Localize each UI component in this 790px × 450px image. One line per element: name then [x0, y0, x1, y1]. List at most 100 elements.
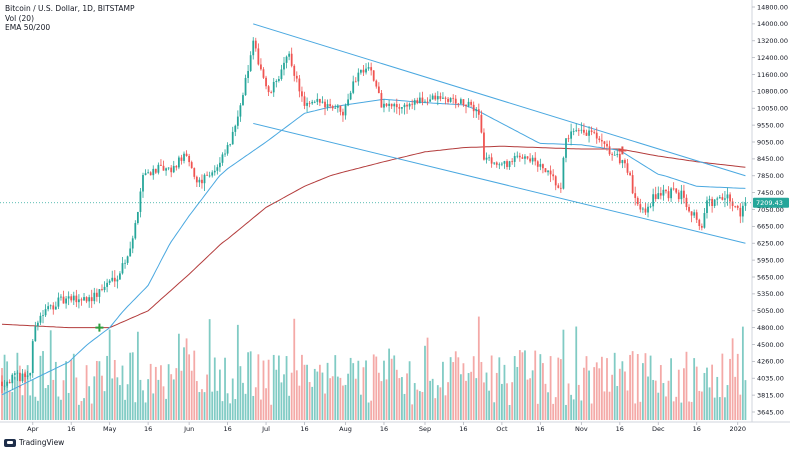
price-tick-label: 5950.00 [757, 256, 784, 264]
volume-bar [311, 386, 314, 420]
volume-bar [401, 377, 403, 420]
volume-bar [693, 358, 696, 420]
volume-bar [398, 378, 401, 420]
volume-bar [575, 326, 578, 420]
candle-body [657, 193, 660, 199]
candle-body [283, 62, 285, 70]
candle-body [44, 309, 47, 316]
time-tick-label: 16 [459, 425, 467, 433]
candle-body [262, 69, 265, 78]
volume-bar [626, 390, 629, 420]
price-tick-label: 14000.00 [757, 20, 788, 28]
last-price-label: 7209.43 [756, 199, 783, 207]
price-tick-label: 12400.00 [757, 54, 788, 62]
volume-bar [142, 390, 144, 420]
candle-body [326, 104, 329, 108]
volume-bar [265, 388, 267, 420]
candle-body [467, 101, 470, 107]
candle-body [213, 170, 216, 173]
candle-body [139, 191, 142, 212]
candle-body [472, 104, 475, 112]
candle-body [185, 153, 188, 156]
price-tick-label: 6250.00 [757, 240, 784, 248]
candle-body [231, 131, 234, 145]
volume-bar [344, 384, 347, 420]
volume-bar [277, 355, 280, 420]
candle-body [49, 305, 52, 307]
candle-body [226, 145, 229, 154]
candle-body [347, 99, 349, 106]
candle-body [698, 219, 701, 227]
volume-bar [354, 378, 357, 420]
volume-bar [336, 376, 339, 420]
candle-body [552, 174, 555, 177]
volume-bar [613, 352, 616, 420]
candle-body [403, 104, 406, 108]
volume-bar [447, 382, 449, 420]
candle-body [34, 326, 37, 342]
volume-bar [631, 351, 634, 420]
volume-bar [644, 353, 647, 420]
candle-body [93, 292, 96, 302]
volume-bar [452, 362, 455, 420]
volume-bar [565, 404, 567, 420]
volume-bar [216, 390, 219, 420]
volume-bar [606, 358, 608, 420]
volume-bar [493, 402, 496, 420]
channel-upper-line[interactable] [253, 23, 746, 177]
candle-body [131, 238, 134, 249]
candle-body [257, 48, 260, 65]
volume-bar [741, 326, 744, 420]
time-tick-label: 16 [300, 425, 308, 433]
candle-body [508, 161, 511, 167]
time-tick-label: 16 [536, 425, 544, 433]
volume-bar [641, 363, 644, 420]
volume-bar [611, 374, 614, 420]
candle-body [624, 160, 626, 164]
volume-bar [180, 370, 183, 420]
volume-bar [139, 379, 142, 420]
volume-bar [136, 331, 139, 420]
candle-body [431, 95, 434, 100]
candle-body [375, 80, 378, 87]
candle-body [193, 168, 196, 177]
candle-body [549, 170, 552, 175]
candle-body [613, 154, 616, 156]
volume-bar [467, 373, 470, 420]
candle-body [354, 81, 357, 83]
volume-bar [665, 396, 667, 420]
price-tick-label: 5350.00 [757, 290, 784, 298]
volume-bar [1, 368, 3, 420]
volume-bar [111, 378, 114, 420]
candle-body [265, 77, 267, 87]
volume-bar [288, 395, 291, 420]
candle-body [683, 190, 685, 198]
volume-bar [183, 347, 185, 420]
candle-body [101, 289, 103, 291]
candle-body [83, 297, 85, 301]
candle-body [313, 101, 316, 103]
volume-bar [154, 366, 157, 420]
candle-body [152, 168, 155, 176]
volume-bar [62, 380, 65, 420]
volume-bar [57, 396, 60, 420]
candle-body [401, 107, 403, 109]
candle-body [644, 208, 647, 213]
volume-bar [477, 316, 480, 420]
volume-bar [506, 383, 508, 420]
volume-bar [308, 382, 311, 420]
tradingview-logo[interactable]: TradingView [4, 438, 64, 447]
volume-bar [713, 397, 716, 420]
candle-body [70, 296, 73, 301]
channel-lower-line[interactable] [253, 122, 746, 244]
candle-body [524, 156, 526, 159]
candle-body [580, 129, 583, 131]
candle-body [498, 164, 501, 166]
volume-bar [121, 365, 124, 420]
candle-body [267, 86, 270, 93]
candle-body [377, 86, 380, 94]
candle-body [398, 107, 401, 109]
candle-body [724, 198, 726, 200]
candle-body [490, 157, 493, 164]
